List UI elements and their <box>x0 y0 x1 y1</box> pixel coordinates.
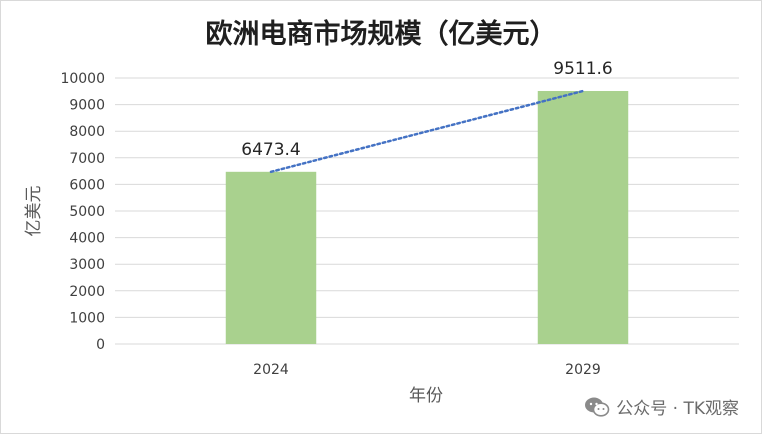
x-tick-label: 2024 <box>253 362 289 378</box>
y-tick-label: 4000 <box>69 231 105 247</box>
y-tick-label: 3000 <box>69 257 105 273</box>
bars <box>225 90 629 344</box>
bar-2029 <box>537 90 629 344</box>
trendline <box>269 89 585 174</box>
x-axis-ticks: 2024 2029 <box>253 362 601 378</box>
y-tick-label: 8000 <box>69 124 105 140</box>
chart-title: 欧洲电商市场规模（亿美元） <box>206 18 557 50</box>
y-tick-label: 0 <box>96 337 105 353</box>
bar-2024 <box>225 171 317 344</box>
data-labels: 6473.4 9511.6 <box>241 59 612 160</box>
y-tick-label: 6000 <box>69 177 105 193</box>
x-tick-label: 2029 <box>565 362 601 378</box>
y-axis-title: 亿美元 <box>24 186 44 237</box>
y-axis-ticks: 0 1000 2000 3000 4000 5000 6000 7000 8000 9000 100… <box>60 71 105 353</box>
watermark: 公众号 · TK观察 <box>584 394 739 419</box>
y-tick-label: 10000 <box>60 71 105 87</box>
data-label-2024: 6473.4 <box>241 140 300 160</box>
x-axis-title: 年份 <box>409 386 443 406</box>
wechat-icon <box>585 397 610 417</box>
y-tick-label: 5000 <box>69 204 105 220</box>
y-tick-label: 1000 <box>69 310 105 326</box>
y-tick-label: 9000 <box>69 98 105 114</box>
watermark-text: 公众号 · TK观察 <box>616 399 739 419</box>
y-tick-label: 2000 <box>69 284 105 300</box>
y-tick-label: 7000 <box>69 151 105 167</box>
data-label-2029: 9511.6 <box>553 59 612 79</box>
gridlines <box>115 77 739 345</box>
trendline-layer <box>269 89 585 174</box>
